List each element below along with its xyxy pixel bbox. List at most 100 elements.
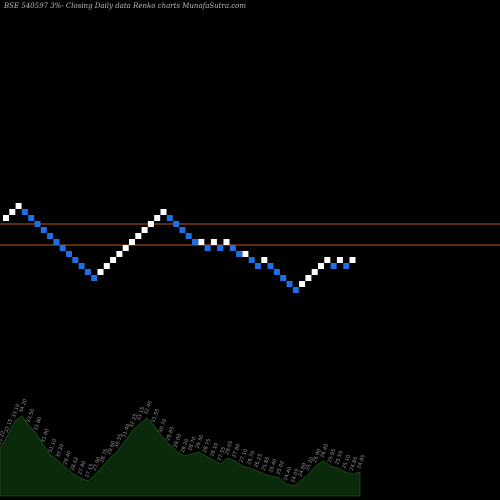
volume-value-label: 25.40 (268, 458, 279, 474)
volume-value-label: 27.15 (84, 463, 95, 479)
renko-brick-up (261, 257, 268, 263)
volume-value-label: 28.05 (224, 440, 235, 456)
renko-brick-down (273, 269, 280, 275)
renko-brick-down (72, 257, 79, 263)
renko-brick-up (223, 239, 230, 245)
volume-value-label: 33.15 (136, 406, 147, 422)
volume-value-label: 31.55 (151, 408, 162, 424)
volume-value-label: 24.05 (290, 468, 301, 484)
volume-value-label: 28.70 (187, 436, 198, 452)
volume-value-label: 31.10 (48, 438, 59, 454)
volume-value-label: 25.95 (327, 448, 338, 464)
volume-value-label: 25.55 (334, 450, 345, 466)
volume-value-label: 26.40 (320, 443, 331, 459)
renko-brick-down (28, 215, 35, 221)
volume-value-label: 30.70 (158, 418, 169, 434)
volume-value-label: 27.90 (92, 456, 103, 472)
renko-brick-down (179, 227, 186, 233)
renko-brick-up (122, 245, 129, 251)
volume-value-label: 29.40 (62, 450, 73, 466)
volume-value-label: 33.50 (26, 408, 37, 424)
reference-lines (0, 223, 500, 246)
renko-brick-down (166, 215, 173, 221)
volume-value-label: 29.85 (165, 426, 176, 442)
volume-area (0, 415, 361, 497)
renko-brick-down (217, 245, 224, 251)
renko-brick-up (97, 269, 104, 275)
renko-brick-up (116, 251, 123, 257)
renko-brick-down (292, 287, 299, 293)
volume-value-label: 26.70 (246, 450, 257, 466)
renko-brick-up (110, 257, 117, 263)
renko-brick-down (267, 263, 274, 269)
volume-value-label: 25.00 (275, 460, 286, 476)
renko-brick-down (21, 209, 28, 215)
renko-brick-down (40, 227, 47, 233)
renko-brick-up (336, 257, 343, 263)
renko-brick-up (198, 239, 205, 245)
renko-brick-up (160, 209, 167, 215)
renko-bricks (3, 203, 356, 293)
renko-brick-up (147, 221, 154, 227)
renko-brick-down (34, 221, 41, 227)
renko-brick-up (210, 239, 217, 245)
volume-value-label: 27.60 (231, 443, 242, 459)
renko-brick-down (84, 269, 91, 275)
volume-value-label: 28.75 (202, 438, 213, 454)
renko-brick-up (299, 281, 306, 287)
renko-brick-up (349, 257, 356, 263)
renko-brick-down (192, 239, 198, 245)
volume-value-label: 32.15 (4, 418, 15, 434)
volume-value-label: 30.55 (114, 433, 125, 449)
renko-brick-up (305, 275, 312, 281)
volume-value-label: 25.90 (312, 448, 323, 464)
volume-value-label: 27.55 (217, 446, 228, 462)
renko-brick-down (59, 245, 66, 251)
renko-brick-down (204, 245, 211, 251)
renko-brick-up (135, 233, 142, 239)
renko-brick-down (343, 263, 350, 269)
volume-area-path (0, 415, 361, 497)
volume-value-label: 28.20 (180, 438, 191, 454)
renko-brick-up (324, 257, 331, 263)
renko-brick-up (3, 215, 9, 221)
volume-value-label: 29.30 (195, 434, 206, 450)
volume-value-label: 30.20 (55, 443, 66, 459)
renko-brick-down (185, 233, 192, 239)
volume-value-label: 32.80 (33, 416, 44, 432)
volume-value-label: 25.10 (342, 454, 353, 470)
renko-brick-up (242, 251, 249, 257)
volume-value-label: 31.90 (40, 428, 51, 444)
renko-brick-up (154, 215, 161, 221)
volume-value-labels: 31.2232.1533.1034.2033.5032.8031.9031.10… (0, 398, 367, 484)
volume-value-label: 24.85 (349, 456, 360, 472)
renko-brick-down (286, 281, 293, 287)
volume-value-label: 31.22 (0, 430, 7, 446)
renko-brick-up (129, 239, 135, 245)
renko-brick-down (229, 245, 236, 251)
renko-brick-up (318, 263, 324, 269)
volume-value-label: 33.10 (11, 403, 22, 419)
renko-brick-down (248, 257, 255, 263)
renko-brick-down (173, 221, 180, 227)
renko-brick-down (236, 251, 243, 257)
volume-value-label: 32.25 (128, 413, 139, 429)
volume-value-label: 25.85 (261, 456, 272, 472)
volume-value-label: 29.00 (173, 433, 184, 449)
volume-value-label: 27.80 (77, 460, 88, 476)
renko-brick-up (103, 263, 110, 269)
volume-value-label: 28.62 (70, 456, 81, 472)
renko-brick-down (66, 251, 72, 257)
renko-brick-up (311, 269, 318, 275)
volume-value-label: 29.60 (106, 440, 117, 456)
renko-brick-down (78, 263, 85, 269)
chart-title: BSE 540597 3%- Closing Daily data Renko … (4, 2, 247, 10)
renko-brick-down (255, 263, 261, 269)
volume-value-label: 24.60 (297, 462, 308, 478)
renko-brick-down (280, 275, 287, 281)
renko-brick-down (91, 275, 98, 281)
renko-brick-up (9, 209, 16, 215)
renko-brick-down (330, 263, 337, 269)
volume-value-label: 28.75 (99, 448, 110, 464)
